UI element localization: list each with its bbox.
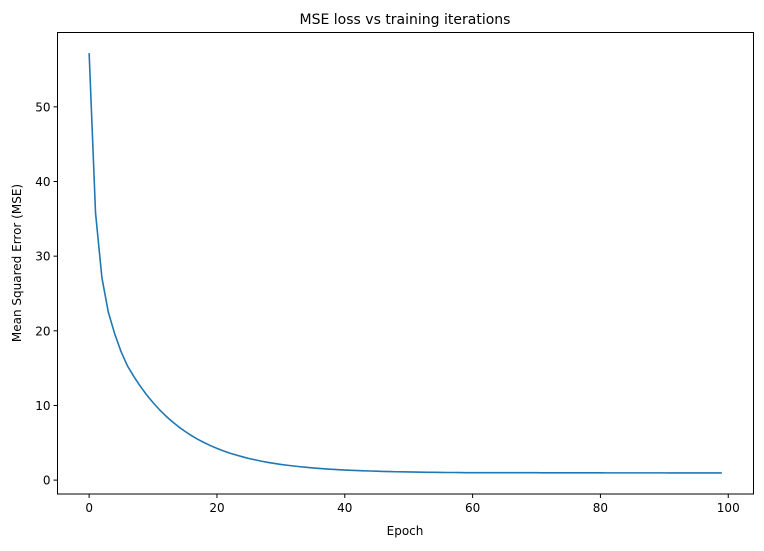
y-tick-label: 0 xyxy=(43,474,51,488)
y-tick-label: 30 xyxy=(35,250,50,264)
x-tick-label: 40 xyxy=(337,501,352,515)
axes-frame xyxy=(57,32,754,495)
x-tick-label: 20 xyxy=(209,501,224,515)
x-tick-label: 100 xyxy=(717,501,740,515)
x-tick-label: 0 xyxy=(85,501,93,515)
y-tick-label: 10 xyxy=(35,399,50,413)
y-tick-label: 20 xyxy=(35,324,50,338)
y-tick-label: 40 xyxy=(35,175,50,189)
series-line xyxy=(88,53,722,474)
x-tick-label: 80 xyxy=(593,501,608,515)
chart-title: MSE loss vs training iterations xyxy=(300,12,511,28)
x-tick-label: 60 xyxy=(465,501,480,515)
y-tick-label: 50 xyxy=(35,100,50,114)
y-axis-label: Mean Squared Error (MSE) xyxy=(10,184,24,342)
x-axis-label: Epoch xyxy=(387,524,424,538)
